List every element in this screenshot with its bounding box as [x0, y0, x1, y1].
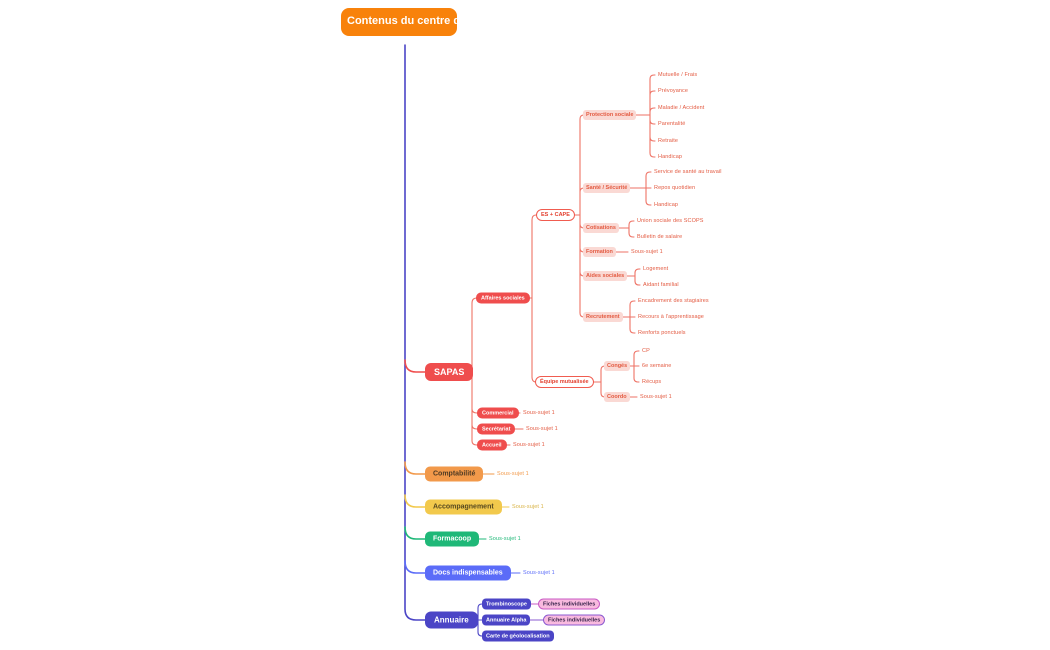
tree-leaf[interactable]: Union sociale des SCOPS [637, 218, 704, 224]
tree-leaf[interactable]: Recours à l'apprentissage [638, 314, 704, 320]
tree-leaf[interactable]: Sous-sujet 1 [497, 471, 529, 477]
node-trombinoscope[interactable]: Trombinoscope [482, 598, 531, 610]
node-docs-indispensables[interactable]: Docs indispensables [425, 565, 511, 581]
node-protection-sociale[interactable]: Protection sociale [583, 110, 637, 120]
node-conges[interactable]: Congés [604, 361, 631, 371]
tree-leaf[interactable]: Mutuelle / Frais [658, 72, 698, 78]
tree-leaf[interactable]: Renforts ponctuels [638, 330, 686, 336]
connector-elbow-docs [404, 560, 426, 574]
tree-leaf[interactable]: Sous-sujet 1 [489, 536, 521, 542]
tree-leaf[interactable]: Sous-sujet 1 [523, 570, 555, 576]
tree-leaf[interactable]: Sous-sujet 1 [523, 410, 555, 416]
connector-spine [404, 44, 426, 621]
node-fiches-individuelles-1[interactable]: Fiches individuelles [538, 598, 601, 610]
tree-leaf[interactable]: CP [642, 348, 650, 354]
tree-leaf[interactable]: Sous-sujet 1 [526, 426, 558, 432]
tree-leaf[interactable]: Parentalité [658, 121, 686, 127]
connector-elbow-accompagnement [404, 494, 426, 508]
node-affaires-sociales[interactable]: Affaires sociales [476, 292, 530, 304]
node-carte-geolocalisation[interactable]: Carte de géolocalisation [482, 630, 554, 642]
node-sante-securite[interactable]: Santé / Sécurité [583, 183, 631, 193]
connectors-sapas-subtree [449, 74, 656, 446]
tree-leaf[interactable]: Sous-sujet 1 [640, 394, 672, 400]
connector-elbow-comptabilite [404, 461, 426, 475]
tree-leaf[interactable]: Handicap [658, 154, 683, 160]
tree-leaf[interactable]: Service de santé au travail [654, 169, 722, 175]
node-aides-sociales[interactable]: Aides sociales [583, 271, 628, 281]
tree-leaf[interactable]: Récups [642, 379, 662, 385]
node-commercial[interactable]: Commercial [477, 407, 519, 419]
tree-leaf[interactable]: Encadrement des stagiaires [638, 298, 709, 304]
node-sapas[interactable]: SAPAS [425, 363, 474, 381]
tree-leaf[interactable]: Handicap [654, 202, 679, 208]
tree-leaf[interactable]: Aidant familial [643, 282, 679, 288]
node-recrutement[interactable]: Recrutement [583, 312, 623, 322]
node-comptabilite[interactable]: Comptabilité [425, 466, 484, 482]
node-cotisations[interactable]: Cotisations [583, 223, 619, 233]
node-accueil[interactable]: Accueil [477, 439, 507, 451]
connector-elbow-sapas [404, 359, 426, 373]
node-annuaire[interactable]: Annuaire [425, 611, 478, 629]
tree-leaf[interactable]: Maladie / Accident [658, 105, 705, 111]
node-es-cape[interactable]: ES + CAPE [536, 209, 575, 221]
connector-elbow-formacoop [404, 526, 426, 540]
tree-leaf[interactable]: Repos quotidien [654, 185, 696, 191]
tree-leaf[interactable]: Sous-sujet 1 [512, 504, 544, 510]
tree-leaf[interactable]: Sous-sujet 1 [631, 249, 663, 255]
tree-leaf[interactable]: Logement [643, 266, 669, 272]
tree-leaf[interactable]: Prévoyance [658, 88, 689, 94]
tree-leaf[interactable]: Bulletin de salaire [637, 234, 683, 240]
tree-leaf[interactable]: Retraite [658, 138, 679, 144]
node-root[interactable]: Contenus du centre de ressources [341, 8, 528, 36]
node-accompagnement[interactable]: Accompagnement [425, 499, 502, 515]
node-secretariat[interactable]: Secrétariat [477, 423, 516, 435]
node-annuaire-alpha[interactable]: Annuaire Alpha [482, 614, 531, 626]
tree-leaf[interactable]: Sous-sujet 1 [513, 442, 545, 448]
node-fiches-individuelles-2[interactable]: Fiches individuelles [543, 614, 606, 626]
node-coordo[interactable]: Coordo [604, 392, 630, 402]
node-formacoop[interactable]: Formacoop [425, 531, 480, 547]
node-formation[interactable]: Formation [583, 247, 616, 257]
node-equipe-mutualisee[interactable]: Équipe mutualisée [535, 376, 594, 388]
tree-leaf[interactable]: 6e semaine [642, 363, 672, 369]
